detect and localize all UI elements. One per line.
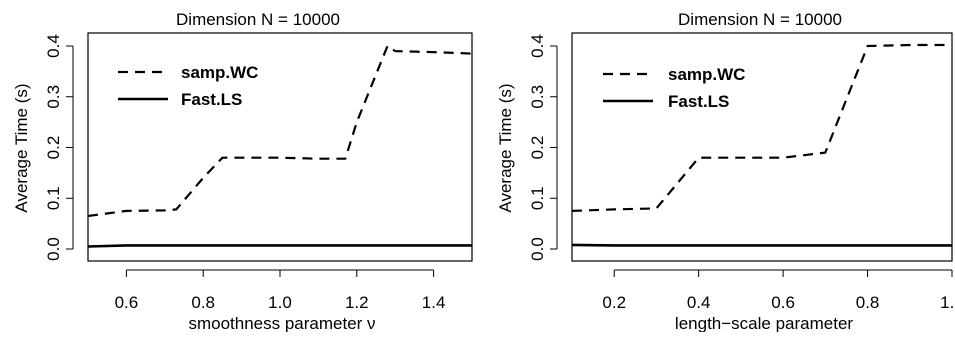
legend-label-fast-ls: Fast.LS <box>181 90 242 109</box>
y-tick-label: 0.1 <box>44 186 63 210</box>
plot-frame <box>571 32 953 262</box>
x-tick-label: 1.0 <box>268 293 292 312</box>
y-tick-label: 0.2 <box>44 136 63 160</box>
x-tick-label: 1.2 <box>345 293 369 312</box>
y-tick-label: 0.2 <box>528 136 547 160</box>
x-tick-label: 0.6 <box>771 293 795 312</box>
y-tick-label: 0.3 <box>528 85 547 109</box>
x-tick-label: 1.0 <box>940 293 955 312</box>
chart-panel-smoothness: Dimension N = 10000 Average Time (s) smo… <box>12 10 473 333</box>
x-tick-label: 0.4 <box>687 293 711 312</box>
y-axis-title: Average Time (s) <box>12 83 31 212</box>
series-line-samp-wc <box>87 44 473 218</box>
legend-label-samp-wc: samp.WC <box>181 63 258 82</box>
series-line-fast-ls <box>87 244 472 248</box>
chart-panel-length-scale: Dimension N = 10000 Average Time (s) len… <box>496 10 955 333</box>
x-axis: 0.6 0.8 1.0 1.2 1.4 <box>115 269 446 312</box>
y-tick-label: 0.0 <box>528 237 547 261</box>
y-tick-label: 0.4 <box>528 34 547 58</box>
y-tick-label: 0.3 <box>44 85 63 109</box>
y-tick-label: 0.1 <box>528 186 547 210</box>
legend-label-samp-wc: samp.WC <box>668 65 745 84</box>
x-axis-title: smoothness parameter ν <box>188 314 375 332</box>
y-tick-label: 0.0 <box>44 237 63 261</box>
x-tick-label: 0.8 <box>856 293 880 312</box>
y-axis-title: Average Time (s) <box>496 83 515 212</box>
chart-title: Dimension N = 10000 <box>176 10 340 29</box>
x-tick-label: 0.8 <box>191 293 215 312</box>
legend: samp.WC Fast.LS <box>118 63 258 109</box>
legend: samp.WC Fast.LS <box>603 65 745 111</box>
series-line-samp-wc <box>571 43 952 212</box>
series-layer <box>87 44 473 248</box>
x-tick-label: 0.2 <box>602 293 626 312</box>
x-tick-label: 0.6 <box>115 293 139 312</box>
series-line-fast-ls <box>571 243 952 247</box>
chart-title: Dimension N = 10000 <box>678 10 842 29</box>
y-axis: 0.0 0.1 0.2 0.3 0.4 <box>44 34 74 261</box>
x-axis: 0.2 0.4 0.6 0.8 1.0 <box>602 269 955 312</box>
series-layer <box>571 43 952 247</box>
plot-frame <box>87 32 473 262</box>
x-tick-label: 1.4 <box>422 293 446 312</box>
x-axis-title: length−scale parameter <box>675 314 853 332</box>
y-axis: 0.0 0.1 0.2 0.3 0.4 <box>528 34 558 261</box>
y-tick-label: 0.4 <box>44 34 63 58</box>
legend-label-fast-ls: Fast.LS <box>668 92 729 111</box>
